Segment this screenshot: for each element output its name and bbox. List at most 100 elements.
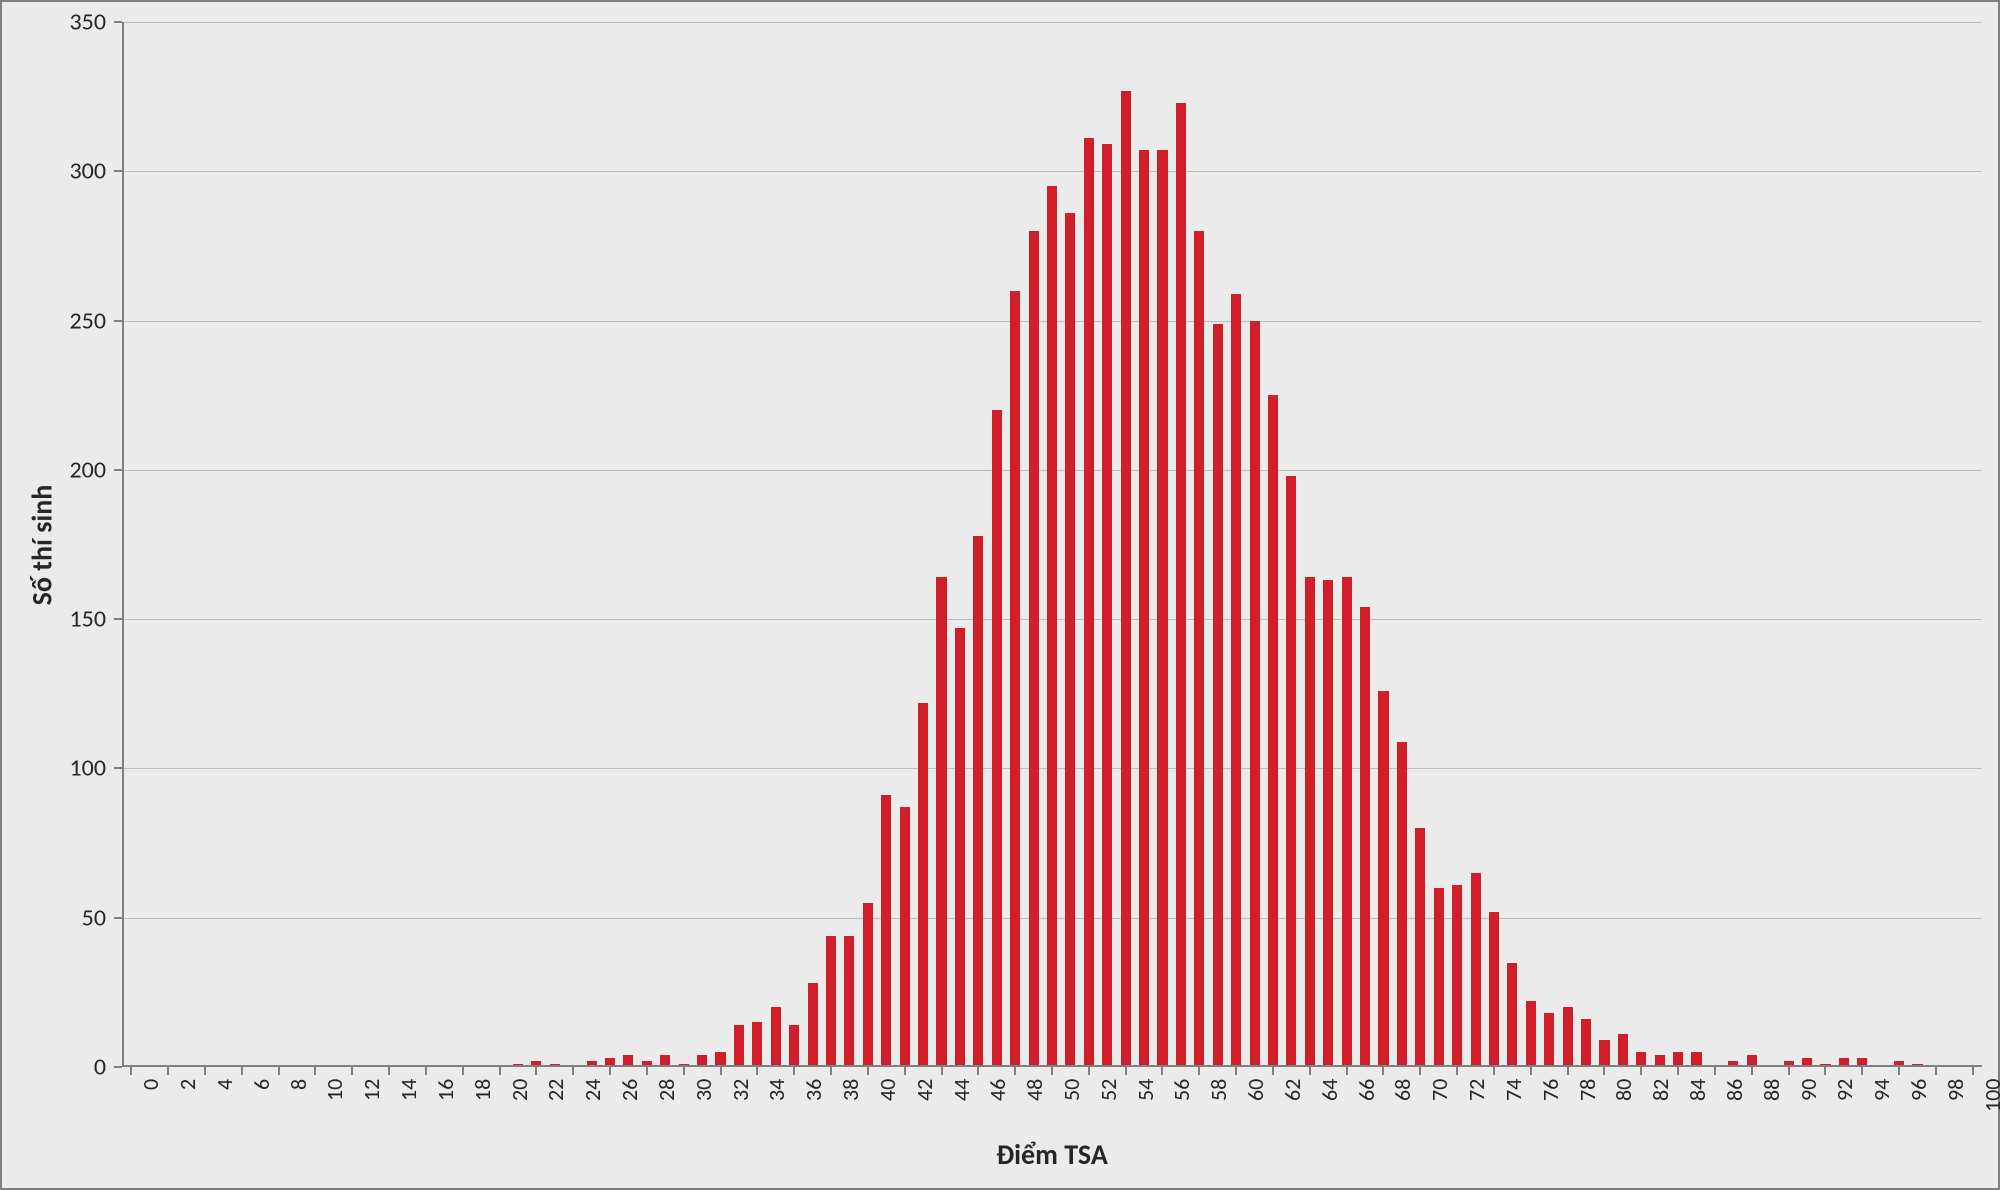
x-tick-label: 24 bbox=[579, 1079, 606, 1101]
bar bbox=[1397, 742, 1407, 1067]
x-tick-mark bbox=[1898, 1067, 1900, 1075]
y-tick-label: 200 bbox=[70, 455, 123, 484]
x-tick-label: 22 bbox=[542, 1079, 569, 1101]
x-tick-label: 16 bbox=[432, 1079, 459, 1101]
bar bbox=[863, 903, 873, 1067]
x-tick-mark bbox=[1272, 1067, 1274, 1075]
bar bbox=[1563, 1007, 1573, 1067]
x-tick-label: 74 bbox=[1500, 1079, 1527, 1101]
x-tick-label: 72 bbox=[1463, 1079, 1490, 1101]
x-tick-label: 92 bbox=[1831, 1079, 1858, 1101]
x-tick-label: 8 bbox=[285, 1079, 312, 1090]
bar bbox=[955, 628, 965, 1067]
x-tick-mark bbox=[167, 1067, 169, 1075]
bar bbox=[1378, 691, 1388, 1067]
x-tick-mark bbox=[1382, 1067, 1384, 1075]
chart-container: 0501001502002503003500246810121416182022… bbox=[0, 0, 2000, 1190]
x-tick-mark bbox=[683, 1067, 685, 1075]
bar bbox=[844, 936, 854, 1067]
x-tick-label: 54 bbox=[1132, 1079, 1159, 1101]
bar bbox=[752, 1022, 762, 1067]
gridline bbox=[122, 22, 1982, 23]
bar bbox=[1047, 186, 1057, 1067]
x-tick-mark bbox=[204, 1067, 206, 1075]
x-tick-label: 100 bbox=[1979, 1079, 2000, 1112]
x-tick-label: 66 bbox=[1353, 1079, 1380, 1101]
x-tick-mark bbox=[1677, 1067, 1679, 1075]
bar bbox=[1065, 213, 1075, 1067]
bar bbox=[1139, 150, 1149, 1067]
bar bbox=[808, 983, 818, 1067]
x-tick-label: 34 bbox=[763, 1079, 790, 1101]
x-axis-title: Điểm TSA bbox=[996, 1137, 1108, 1172]
x-tick-mark bbox=[499, 1067, 501, 1075]
bar bbox=[1121, 91, 1131, 1067]
x-tick-label: 68 bbox=[1389, 1079, 1416, 1101]
bar bbox=[1250, 321, 1260, 1067]
x-tick-label: 88 bbox=[1758, 1079, 1785, 1101]
y-tick-label: 150 bbox=[70, 605, 123, 634]
x-tick-mark bbox=[1603, 1067, 1605, 1075]
x-tick-mark bbox=[425, 1067, 427, 1075]
x-tick-label: 96 bbox=[1905, 1079, 1932, 1101]
y-axis-title: Số thí sinh bbox=[25, 484, 60, 605]
bar bbox=[1415, 828, 1425, 1067]
bar bbox=[1157, 150, 1167, 1067]
x-tick-label: 52 bbox=[1095, 1079, 1122, 1101]
x-tick-mark bbox=[1935, 1067, 1937, 1075]
x-tick-label: 36 bbox=[800, 1079, 827, 1101]
x-tick-mark bbox=[462, 1067, 464, 1075]
x-tick-label: 70 bbox=[1426, 1079, 1453, 1101]
x-tick-label: 78 bbox=[1574, 1079, 1601, 1101]
x-tick-label: 60 bbox=[1242, 1079, 1269, 1101]
x-tick-label: 20 bbox=[506, 1079, 533, 1101]
x-tick-label: 4 bbox=[211, 1079, 238, 1090]
bar bbox=[826, 936, 836, 1067]
x-tick-label: 98 bbox=[1942, 1079, 1969, 1101]
x-tick-label: 42 bbox=[911, 1079, 938, 1101]
x-tick-label: 18 bbox=[469, 1079, 496, 1101]
x-tick-label: 26 bbox=[616, 1079, 643, 1101]
bar bbox=[881, 795, 891, 1067]
x-tick-mark bbox=[720, 1067, 722, 1075]
bar bbox=[1434, 888, 1444, 1067]
x-tick-mark bbox=[241, 1067, 243, 1075]
bar bbox=[1471, 873, 1481, 1067]
gridline bbox=[122, 171, 1982, 172]
x-tick-mark bbox=[1714, 1067, 1716, 1075]
x-tick-mark bbox=[1346, 1067, 1348, 1075]
x-tick-label: 38 bbox=[837, 1079, 864, 1101]
x-tick-mark bbox=[1567, 1067, 1569, 1075]
x-tick-label: 14 bbox=[395, 1079, 422, 1101]
bar bbox=[734, 1025, 744, 1067]
bar bbox=[1194, 231, 1204, 1067]
bar bbox=[1581, 1019, 1591, 1067]
bar bbox=[1084, 138, 1094, 1067]
x-tick-mark bbox=[1419, 1067, 1421, 1075]
bar bbox=[1029, 231, 1039, 1067]
x-tick-label: 84 bbox=[1684, 1079, 1711, 1101]
y-tick-label: 350 bbox=[70, 8, 123, 37]
bar bbox=[1102, 144, 1112, 1067]
y-tick-label: 100 bbox=[70, 754, 123, 783]
bar bbox=[900, 807, 910, 1067]
x-tick-mark bbox=[867, 1067, 869, 1075]
x-tick-mark bbox=[830, 1067, 832, 1075]
bar bbox=[992, 410, 1002, 1067]
x-tick-mark bbox=[130, 1067, 132, 1075]
x-tick-mark bbox=[314, 1067, 316, 1075]
x-tick-label: 40 bbox=[874, 1079, 901, 1101]
x-tick-label: 58 bbox=[1205, 1079, 1232, 1101]
bar bbox=[1489, 912, 1499, 1067]
x-tick-mark bbox=[646, 1067, 648, 1075]
x-tick-label: 80 bbox=[1610, 1079, 1637, 1101]
x-tick-mark bbox=[904, 1067, 906, 1075]
x-tick-label: 2 bbox=[174, 1079, 201, 1090]
bar bbox=[1618, 1034, 1628, 1067]
bar bbox=[1231, 294, 1241, 1067]
x-tick-mark bbox=[1824, 1067, 1826, 1075]
x-tick-mark bbox=[1751, 1067, 1753, 1075]
bar bbox=[1599, 1040, 1609, 1067]
x-tick-label: 30 bbox=[690, 1079, 717, 1101]
bar bbox=[936, 577, 946, 1067]
